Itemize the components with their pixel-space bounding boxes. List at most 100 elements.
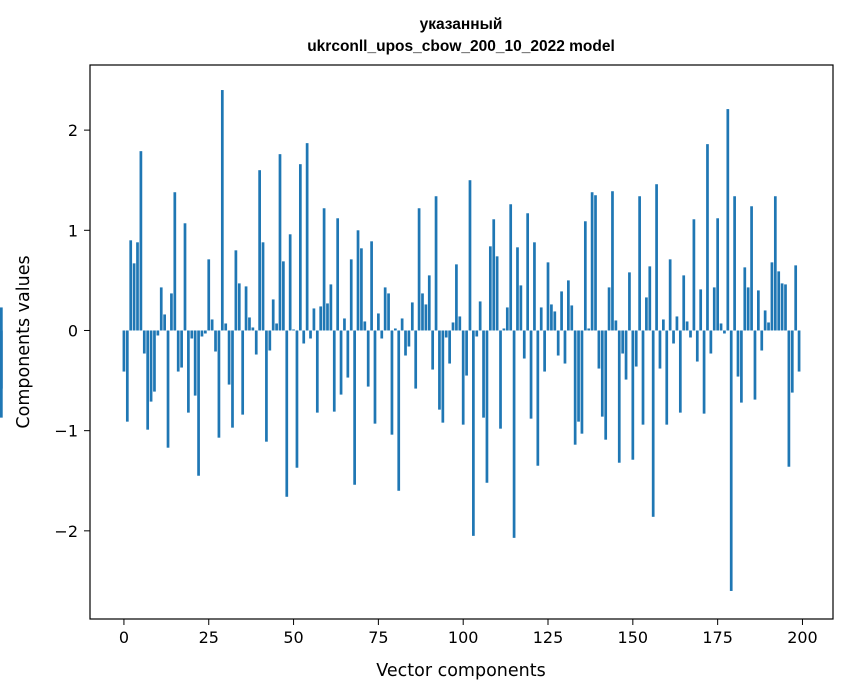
bar-59 <box>322 208 326 331</box>
bar-10 <box>156 330 160 336</box>
bar-186 <box>753 330 757 400</box>
y-tick-label: −1 <box>54 422 78 441</box>
bar-100 <box>461 330 465 425</box>
bar-46 <box>278 154 282 331</box>
bar-136 <box>583 221 587 331</box>
bar-198 <box>794 265 798 331</box>
bar-25 <box>207 259 211 331</box>
x-tick-label: 50 <box>283 628 303 647</box>
bar-44 <box>271 299 275 331</box>
bar-39 <box>254 330 258 355</box>
bar-120 <box>529 330 533 419</box>
bar-118 <box>522 330 526 359</box>
bar-170 <box>699 289 703 331</box>
bar-156 <box>651 330 655 517</box>
bar-130 <box>563 330 567 364</box>
bar-11 <box>159 287 163 331</box>
bar-103 <box>472 330 475 536</box>
bar-70 <box>360 248 363 331</box>
bar-111 <box>499 330 502 429</box>
bar-190 <box>767 322 770 331</box>
bar-72 <box>366 330 370 387</box>
bar-115 <box>512 330 516 538</box>
x-axis-ticks: 0 25 50 75 100 125 150 175 200 <box>119 619 818 647</box>
bar-107 <box>485 330 489 483</box>
bar-131 <box>567 280 570 331</box>
bar-58 <box>319 306 323 331</box>
bar-62 <box>332 330 336 412</box>
bar-163 <box>675 316 679 331</box>
bar-196 <box>787 330 791 467</box>
bar-60 <box>326 303 329 331</box>
bar-137 <box>587 328 591 331</box>
bar-19 <box>187 330 190 413</box>
chart-title-line-1: указанный <box>420 16 503 33</box>
bar-140 <box>597 330 601 369</box>
bar-56 <box>312 308 316 331</box>
plot-area-frame <box>89 64 834 620</box>
bar-45 <box>275 323 278 331</box>
bar-182 <box>740 330 743 403</box>
bar-117 <box>519 285 523 331</box>
bar-165 <box>682 275 686 331</box>
bar-153 <box>641 330 645 425</box>
bar-183 <box>743 267 747 331</box>
bar-42 <box>265 330 268 442</box>
bar-41 <box>261 242 265 331</box>
bar-67 <box>349 259 353 331</box>
bar-52 <box>298 164 302 331</box>
bar-37 <box>248 317 251 331</box>
bar-166 <box>685 321 689 331</box>
bar-32 <box>231 330 234 428</box>
bar-145 <box>614 320 618 331</box>
bar-30 <box>224 323 228 331</box>
bar-26 <box>210 319 214 331</box>
bar-90 <box>427 275 431 331</box>
bar-89 <box>424 304 428 331</box>
bar-94 <box>441 330 445 423</box>
bar-155 <box>648 266 652 331</box>
bar-150 <box>631 330 635 460</box>
bar-38 <box>251 327 255 331</box>
x-tick-label: 200 <box>787 628 818 647</box>
bar-0 <box>122 330 126 372</box>
bar-109 <box>492 219 496 331</box>
bar-76 <box>380 330 384 339</box>
bar-80 <box>393 328 397 331</box>
bar-125 <box>546 262 550 331</box>
bar-144 <box>611 191 614 331</box>
bar-106 <box>482 330 485 418</box>
x-tick-label: 75 <box>368 628 388 647</box>
bar-159 <box>662 319 665 331</box>
bar-161 <box>668 259 672 331</box>
bar-82 <box>400 318 404 331</box>
bar-146 <box>617 330 621 463</box>
bar-55 <box>309 330 312 339</box>
bar-79 <box>390 330 394 435</box>
bar-75 <box>377 313 380 331</box>
bar-101 <box>465 330 468 376</box>
bar-47 <box>282 261 285 331</box>
bar-175 <box>716 218 720 331</box>
y-tick-label: 0 <box>68 321 78 340</box>
bar-6 <box>142 330 146 354</box>
bar-92 <box>434 196 438 331</box>
bar-undefined <box>0 307 3 331</box>
bar-177 <box>723 330 726 334</box>
bar-193 <box>777 271 781 331</box>
bar-24 <box>203 330 207 334</box>
bar-66 <box>346 330 350 378</box>
bar-97 <box>451 322 455 331</box>
y-tick-label: 2 <box>68 121 78 140</box>
bar-49 <box>288 234 292 331</box>
bar-172 <box>706 144 709 331</box>
bar-87 <box>417 208 421 331</box>
bar-31 <box>227 330 231 385</box>
bar-160 <box>665 330 669 425</box>
bar-93 <box>438 330 441 410</box>
bar-22 <box>197 330 200 476</box>
bar-1 <box>125 330 129 422</box>
x-tick-label: 0 <box>119 628 129 647</box>
bar-28 <box>217 330 221 438</box>
